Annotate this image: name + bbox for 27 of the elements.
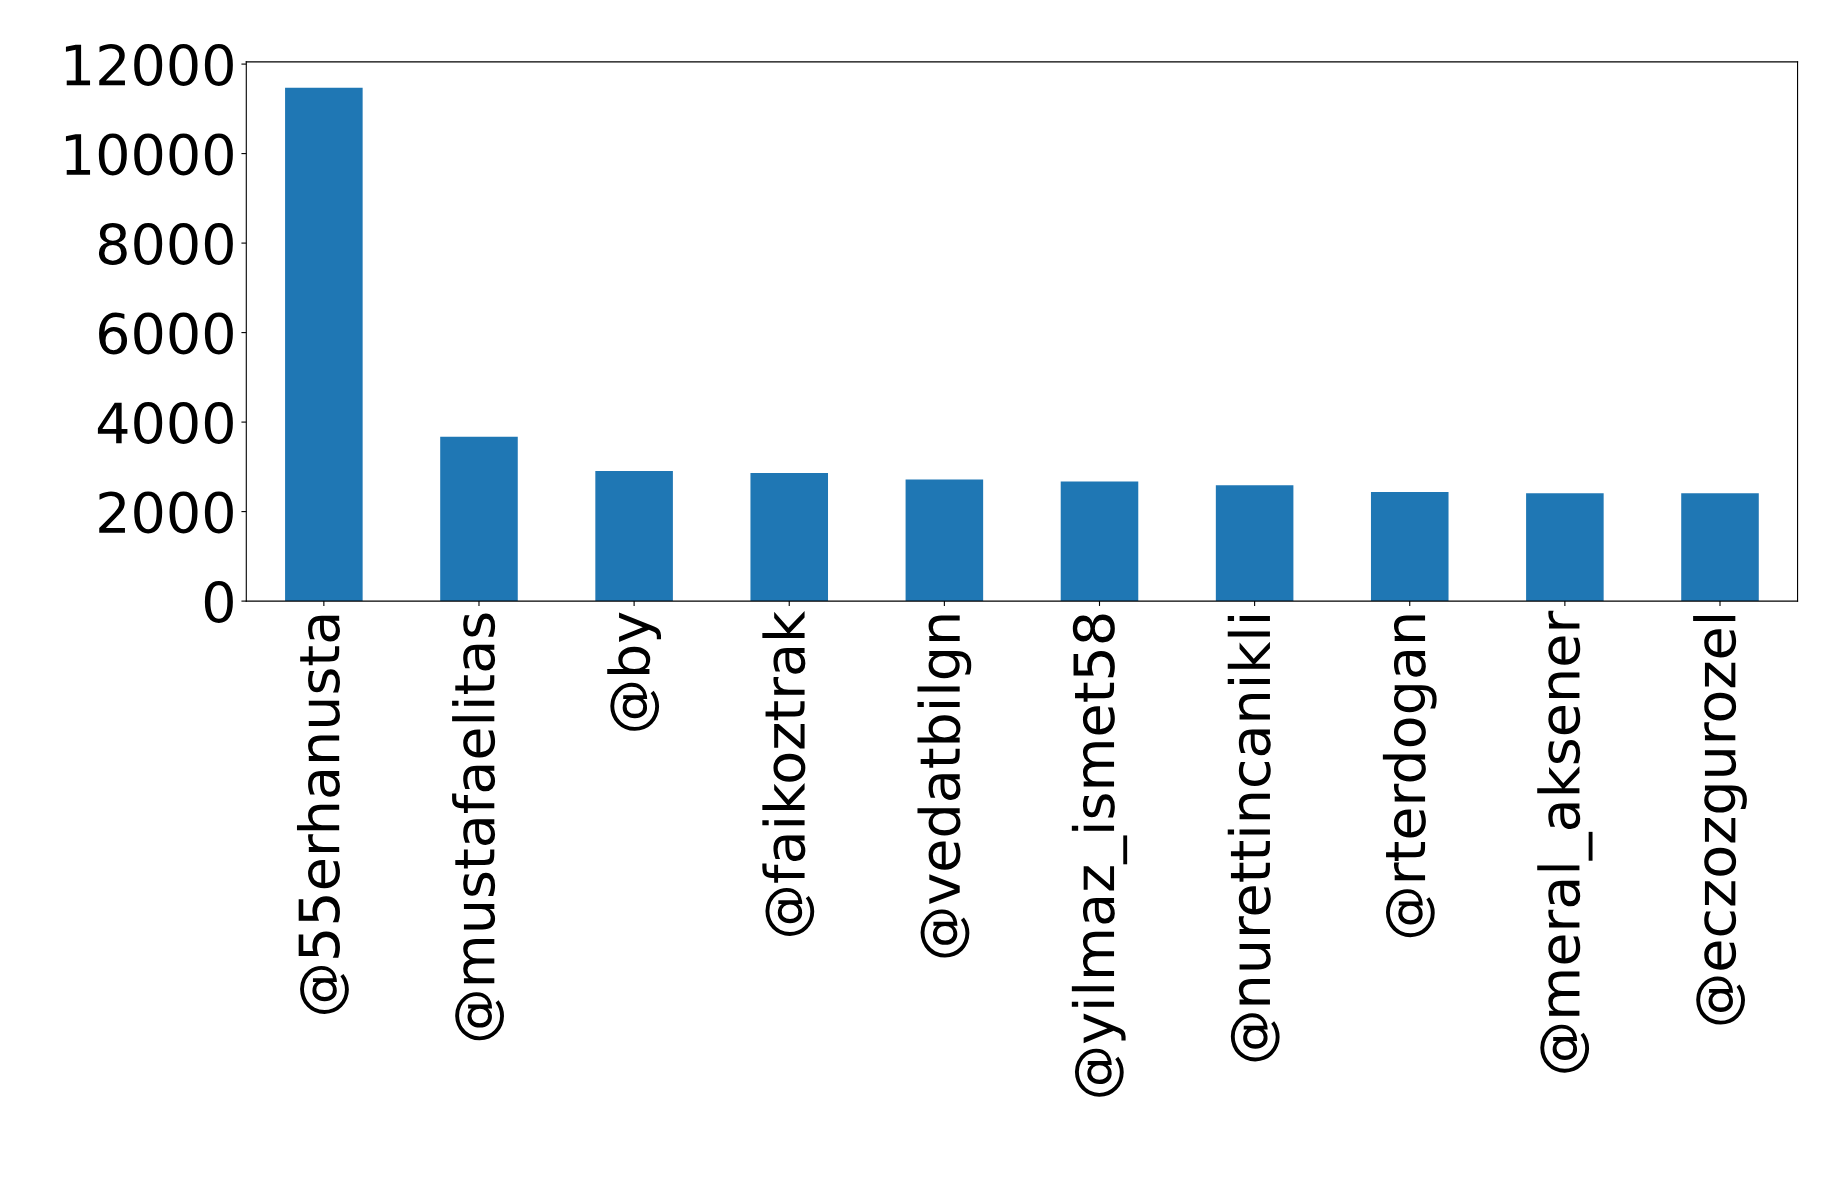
y-tick-label: 6000 [99,312,233,355]
y-tick-label: 0 [204,580,233,623]
x-tick-label: @meral_aksener [1537,610,1593,1073]
x-tick-label: @vedatbilgn [917,615,972,958]
bar [1370,491,1449,602]
y-tick-label: 2000 [99,491,233,534]
bar [440,436,518,602]
bar [595,470,673,602]
bar [1215,485,1294,602]
y-tick-label: 8000 [98,222,233,265]
y-tick-label: 10000 [65,133,233,176]
x-tick-label: @eczozgurozel [1693,616,1747,1025]
bar [905,479,984,602]
x-tick-label: @nurettincanikli [1227,616,1280,1062]
x-tick-label: @rterdogan [1382,615,1437,938]
bar [750,473,829,602]
bar [1060,481,1139,602]
bar [1681,493,1759,602]
y-tick-label: 12000 [65,43,233,86]
x-tick-label: @mustafaelitas [452,613,504,1041]
y-tick-label: 4000 [97,401,233,444]
x-tick-label: @by [607,612,661,731]
x-tick-label: @55erhanusta [296,615,349,1014]
bar [285,87,363,602]
x-tick-label: @faikoztrak [762,610,815,936]
bar [1526,493,1604,602]
x-tick-label: @yilmaz_ismet58 [1071,614,1128,1097]
